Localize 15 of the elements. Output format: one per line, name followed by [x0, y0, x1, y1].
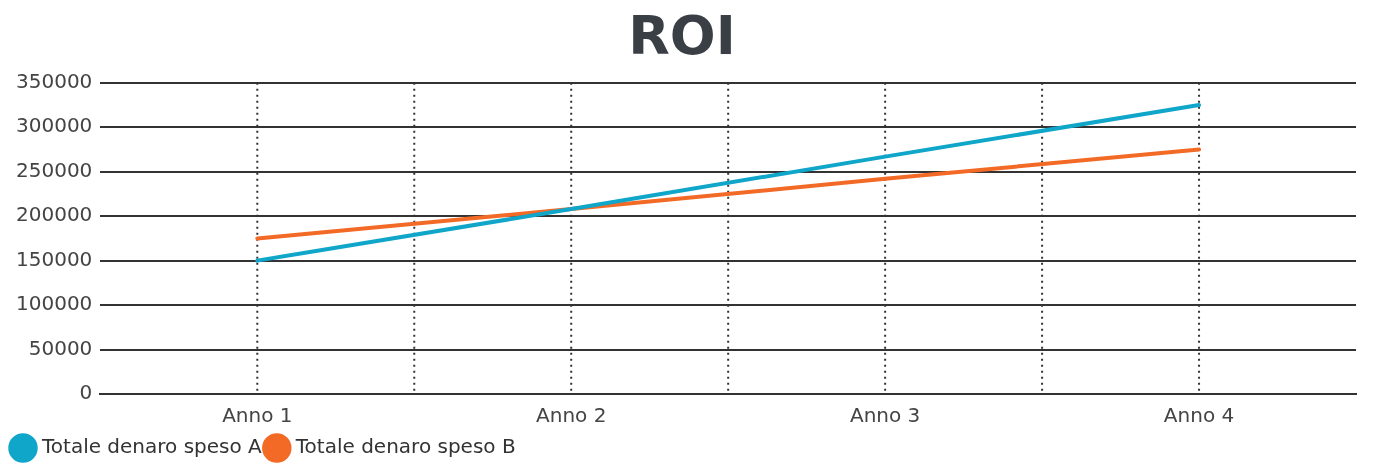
x-tick-label: Anno 1	[222, 403, 293, 428]
y-tick-label: 150000	[15, 246, 93, 271]
y-tick-label: 0	[79, 380, 93, 405]
y-tick-label: 50000	[28, 335, 93, 360]
x-tick-label: Anno 2	[536, 403, 607, 428]
y-tick-label: 300000	[15, 113, 93, 138]
y-tick-label: 350000	[15, 69, 93, 93]
x-tick-label: Anno 4	[1163, 403, 1235, 428]
x-tick-label: Anno 3	[849, 403, 921, 428]
y-tick-label: 250000	[15, 157, 93, 182]
legend-label: Totale denaro speso B	[294, 434, 516, 459]
y-tick-label: 200000	[15, 202, 93, 227]
y-tick-label: 100000	[15, 291, 93, 316]
chart-title: ROI	[628, 4, 736, 68]
legend-label: Totale denaro speso A	[41, 434, 263, 459]
